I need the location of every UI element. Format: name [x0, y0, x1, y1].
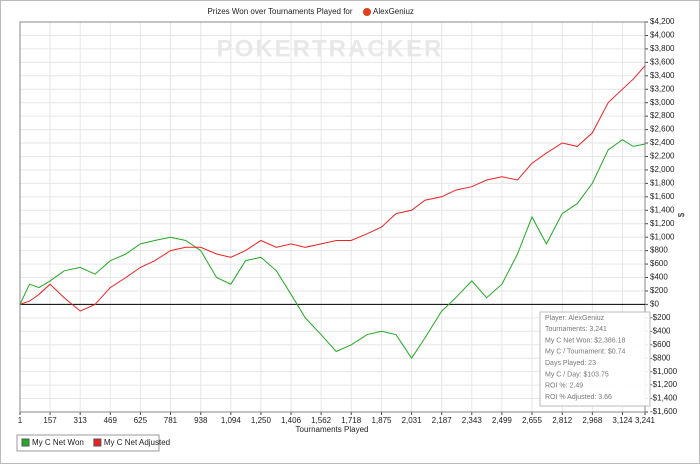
x-tick-label: 3,124: [612, 416, 633, 425]
y-tick-label: $4,200: [650, 17, 675, 26]
player-icon: [363, 8, 371, 16]
info-line: My C / Tournament: $0.74: [545, 349, 626, 356]
x-tick-label: 1,718: [341, 416, 362, 425]
info-line: Days Played: 23: [545, 360, 596, 367]
x-tick-label: 1: [18, 416, 23, 425]
y-tick-label: -$1,400: [650, 394, 678, 403]
y-tick-label: $3,000: [650, 98, 675, 107]
y-tick-label: -$1,000: [650, 367, 678, 376]
plot-border: [19, 21, 646, 413]
y-tick-label: $4,000: [650, 31, 675, 40]
x-tick-label: 1,250: [251, 416, 272, 425]
y-tick-label: $600: [650, 259, 668, 268]
chart-title: Prizes Won over Tournaments Played for: [207, 7, 352, 16]
legend-label: My C Net Adjusted: [104, 438, 170, 447]
x-tick-label: 2,187: [432, 416, 453, 425]
x-tick-label: 3,241: [635, 416, 656, 425]
player-name: AlexGeniuz: [373, 7, 414, 16]
y-tick-label: $200: [650, 286, 668, 295]
info-line: My C Net Won: $2,386.18: [545, 337, 626, 344]
x-tick-label: 781: [164, 416, 178, 425]
y-tick-label: $1,200: [650, 219, 675, 228]
x-tick-label: 469: [104, 416, 118, 425]
x-tick-label: 1,094: [221, 416, 242, 425]
legend-swatch: [93, 438, 102, 447]
y-tick-label: $400: [650, 273, 668, 282]
y-tick-label: -$800: [650, 353, 671, 362]
y-tick-label: -$400: [650, 326, 671, 335]
legend-label: My C Net Won: [32, 438, 84, 447]
info-box-bg: [539, 311, 651, 407]
x-tick-label: 1,875: [371, 416, 392, 425]
y-tick-label: $0: [650, 300, 659, 309]
y-tick-label: $2,200: [650, 152, 675, 161]
y-tick-label: $1,600: [650, 192, 675, 201]
series-line: [19, 139, 646, 360]
info-line: ROI % Adjusted: 3.66: [545, 394, 612, 401]
y-axis-label: $: [677, 212, 686, 217]
x-tick-label: 1,406: [281, 416, 302, 425]
y-tick-label: $3,800: [650, 44, 675, 53]
x-tick-label: 625: [134, 416, 148, 425]
info-line: ROI %: 2.49: [545, 383, 583, 390]
y-tick-label: $2,800: [650, 111, 675, 120]
series-line: [19, 65, 646, 312]
y-tick-label: -$200: [650, 313, 671, 322]
y-tick-label: $2,600: [650, 125, 675, 134]
info-line: Tournaments: 3,241: [545, 326, 607, 333]
x-tick-label: 2,968: [582, 416, 603, 425]
y-tick-label: $1,800: [650, 178, 675, 187]
x-tick-label: 938: [194, 416, 208, 425]
y-tick-label: $1,000: [650, 232, 675, 241]
y-tick-label: $2,000: [650, 165, 675, 174]
legend-box: [16, 434, 160, 452]
x-tick-label: 2,655: [522, 416, 543, 425]
x-tick-label: 1,562: [311, 416, 332, 425]
x-tick-label: 2,499: [492, 416, 513, 425]
x-axis-label: Tournaments Played: [296, 425, 369, 434]
y-tick-label: -$1,600: [650, 407, 678, 416]
y-tick-label: $800: [650, 246, 668, 255]
y-tick-label: -$600: [650, 340, 671, 349]
info-box: Player: AlexGeniuz Tournaments: 3,241 My C…: [539, 311, 651, 407]
y-tick-label: -$1,200: [650, 380, 678, 389]
y-tick-label: $3,400: [650, 71, 675, 80]
info-line: My C / Day: $103.75: [545, 371, 609, 378]
legend-swatch: [21, 438, 30, 447]
y-tick-label: $1,400: [650, 205, 675, 214]
info-line: Player: AlexGeniuz: [545, 315, 605, 322]
x-tick-label: 157: [43, 416, 57, 425]
x-tick-label: 2,812: [552, 416, 573, 425]
y-tick-label: $3,600: [650, 57, 675, 66]
x-tick-label: 2,343: [462, 416, 483, 425]
x-tick-label: 313: [74, 416, 88, 425]
x-tick-label: 2,031: [402, 416, 423, 425]
y-tick-label: $3,200: [650, 84, 675, 93]
y-tick-label: $2,400: [650, 138, 675, 147]
